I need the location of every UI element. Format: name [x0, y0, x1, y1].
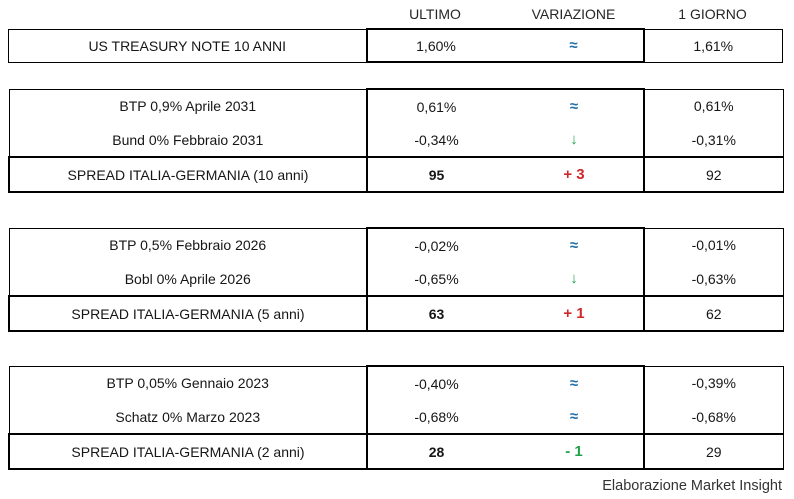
ultimo-value: -0,02% — [366, 227, 505, 262]
column-header-ultimo: ULTIMO — [409, 6, 461, 22]
bond-row: Schatz 0% Marzo 2023 -0,68% ≈ -0,68% — [8, 400, 784, 434]
spread-row: SPREAD ITALIA-GERMANIA (2 anni) 28 - 1 2… — [8, 433, 784, 470]
spread-giorno-value: 62 — [644, 295, 784, 332]
variazione-stable-icon: ≈ — [505, 365, 645, 400]
spread-10y-table: BTP 0,9% Aprile 2031 0,61% ≈ 0,61% Bund … — [8, 88, 784, 193]
spread-label: SPREAD ITALIA-GERMANIA (10 anni) — [8, 156, 367, 193]
variazione-stable-icon: ≈ — [504, 28, 645, 63]
spread-ultimo-value: 63 — [366, 295, 505, 332]
column-header-1-giorno: 1 GIORNO — [678, 6, 747, 22]
spread-row: SPREAD ITALIA-GERMANIA (10 anni) 95 + 3 … — [8, 156, 784, 193]
table-header: ULTIMO VARIAZIONE 1 GIORNO — [366, 6, 782, 22]
variazione-down-arrow-icon: ↓ — [505, 123, 645, 157]
variazione-down-arrow-icon: ↓ — [505, 262, 645, 296]
spread-variazione-value: - 1 — [505, 433, 645, 470]
spread-giorno-value: 29 — [644, 433, 784, 470]
ultimo-value: 1,60% — [365, 28, 505, 63]
bond-row: BTP 0,05% Gennaio 2023 -0,40% ≈ -0,39% — [8, 365, 784, 400]
spread-label: SPREAD ITALIA-GERMANIA (5 anni) — [8, 295, 367, 332]
instrument-label: BTP 0,9% Aprile 2031 — [8, 88, 367, 123]
bond-row: US TREASURY NOTE 10 ANNI 1,60% ≈ 1,61% — [8, 28, 783, 63]
us-treasury-table: US TREASURY NOTE 10 ANNI 1,60% ≈ 1,61% — [8, 28, 783, 63]
ultimo-value: -0,68% — [366, 400, 505, 434]
source-note: Elaborazione Market Insight — [602, 478, 782, 494]
instrument-label: Bobl 0% Aprile 2026 — [8, 262, 367, 296]
spread-2y-table: BTP 0,05% Gennaio 2023 -0,40% ≈ -0,39% S… — [8, 365, 784, 470]
instrument-label: Bund 0% Febbraio 2031 — [8, 123, 367, 157]
giorno-value: -0,39% — [644, 365, 784, 400]
bond-row: Bobl 0% Aprile 2026 -0,65% ↓ -0,63% — [8, 262, 784, 296]
spread-variazione-value: + 3 — [505, 156, 645, 193]
spread-variazione-value: + 1 — [505, 295, 645, 332]
spread-giorno-value: 92 — [644, 156, 784, 193]
ultimo-value: -0,34% — [366, 123, 505, 157]
bond-row: Bund 0% Febbraio 2031 -0,34% ↓ -0,31% — [8, 123, 784, 157]
ultimo-value: -0,65% — [366, 262, 505, 296]
ultimo-value: 0,61% — [366, 88, 505, 123]
spread-row: SPREAD ITALIA-GERMANIA (5 anni) 63 + 1 6… — [8, 295, 784, 332]
spread-ultimo-value: 28 — [366, 433, 505, 470]
bond-row: BTP 0,9% Aprile 2031 0,61% ≈ 0,61% — [8, 88, 784, 123]
spread-ultimo-value: 95 — [366, 156, 505, 193]
giorno-value: -0,63% — [644, 262, 784, 296]
variazione-stable-icon: ≈ — [505, 400, 645, 434]
instrument-label: US TREASURY NOTE 10 ANNI — [8, 28, 367, 63]
instrument-label: BTP 0,5% Febbraio 2026 — [8, 227, 367, 262]
giorno-value: -0,01% — [644, 227, 784, 262]
instrument-label: BTP 0,05% Gennaio 2023 — [8, 365, 367, 400]
column-header-variazione: VARIAZIONE — [531, 6, 616, 22]
giorno-value: -0,68% — [644, 400, 784, 434]
giorno-value: 1,61% — [643, 28, 783, 63]
giorno-value: 0,61% — [644, 88, 784, 123]
ultimo-value: -0,40% — [366, 365, 505, 400]
variazione-stable-icon: ≈ — [505, 88, 645, 123]
bond-row: BTP 0,5% Febbraio 2026 -0,02% ≈ -0,01% — [8, 227, 784, 262]
variazione-stable-icon: ≈ — [505, 227, 645, 262]
spread-5y-table: BTP 0,5% Febbraio 2026 -0,02% ≈ -0,01% B… — [8, 227, 784, 332]
spread-label: SPREAD ITALIA-GERMANIA (2 anni) — [8, 433, 367, 470]
instrument-label: Schatz 0% Marzo 2023 — [8, 400, 367, 434]
giorno-value: -0,31% — [644, 123, 784, 157]
